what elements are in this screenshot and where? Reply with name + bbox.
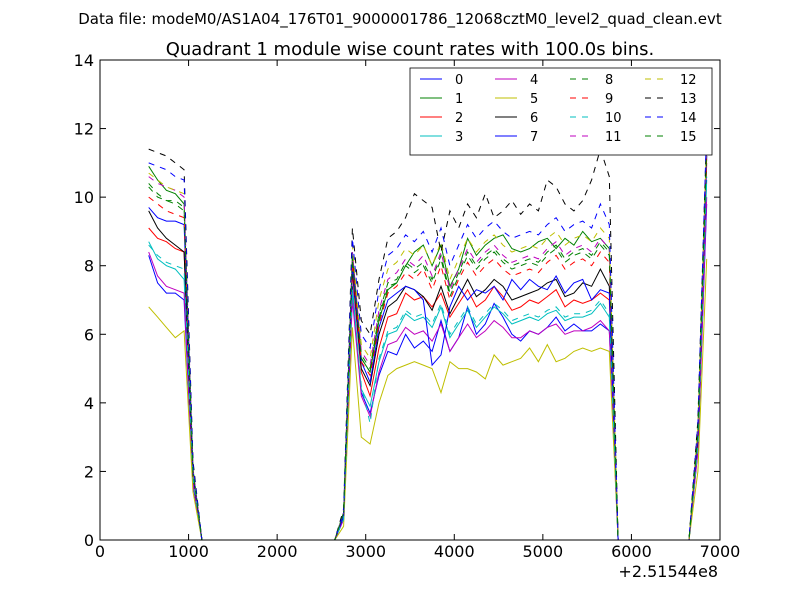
series-layer xyxy=(148,125,708,541)
legend-label-14: 14 xyxy=(680,111,697,126)
x-tick-label: 5000 xyxy=(522,542,563,561)
series-line-14 xyxy=(148,125,708,541)
series-line-1 xyxy=(148,142,708,541)
series-line-8 xyxy=(148,145,708,541)
plot-frame xyxy=(99,59,721,541)
y-tick-label: 0 xyxy=(84,531,94,550)
series-line-10 xyxy=(148,176,708,541)
legend-label-8: 8 xyxy=(605,73,613,88)
legend-label-10: 10 xyxy=(605,111,622,126)
legend-label-2: 2 xyxy=(455,111,463,126)
x-tick-label: 7000 xyxy=(700,542,741,561)
legend-label-13: 13 xyxy=(680,92,697,107)
legend-label-7: 7 xyxy=(530,130,538,145)
series-line-12 xyxy=(148,135,708,541)
x-tick-label: 1000 xyxy=(168,542,209,561)
series-line-15 xyxy=(148,149,708,541)
chart-title: Quadrant 1 module wise count rates with … xyxy=(166,39,655,60)
series-line-4 xyxy=(148,197,708,541)
series-line-2 xyxy=(148,162,708,541)
x-tick-label: 4000 xyxy=(434,542,475,561)
data-file-suptitle: Data file: modeM0/AS1A04_176T01_90000017… xyxy=(78,10,722,29)
x-tick-label: 3000 xyxy=(345,542,386,561)
y-tick-label: 4 xyxy=(84,394,94,413)
series-line-11 xyxy=(148,142,708,541)
x-tick-label: 6000 xyxy=(611,542,652,561)
legend-label-0: 0 xyxy=(455,73,463,88)
series-line-6 xyxy=(148,155,708,541)
series-line-9 xyxy=(148,155,708,541)
y-tick-label: 10 xyxy=(74,188,94,207)
legend-label-11: 11 xyxy=(605,130,622,145)
legend-label-5: 5 xyxy=(530,92,538,107)
legend-label-3: 3 xyxy=(455,130,463,145)
y-tick-label: 8 xyxy=(84,257,94,276)
y-tick-label: 14 xyxy=(74,51,94,70)
legend-label-12: 12 xyxy=(680,73,697,88)
legend-label-9: 9 xyxy=(605,92,613,107)
legend-box xyxy=(409,67,713,156)
y-tick-label: 2 xyxy=(84,462,94,481)
x-tick-label: 2000 xyxy=(257,542,298,561)
legend-label-6: 6 xyxy=(530,111,538,126)
x-tick-label: 0 xyxy=(95,542,105,561)
legend-label-15: 15 xyxy=(680,130,697,145)
series-line-3 xyxy=(148,179,708,541)
x-offset-label: +2.51544e8 xyxy=(618,562,718,581)
y-tick-label: 6 xyxy=(84,325,94,344)
legend-label-4: 4 xyxy=(530,73,538,88)
y-tick-label: 12 xyxy=(74,120,94,139)
legend-label-1: 1 xyxy=(455,92,463,107)
